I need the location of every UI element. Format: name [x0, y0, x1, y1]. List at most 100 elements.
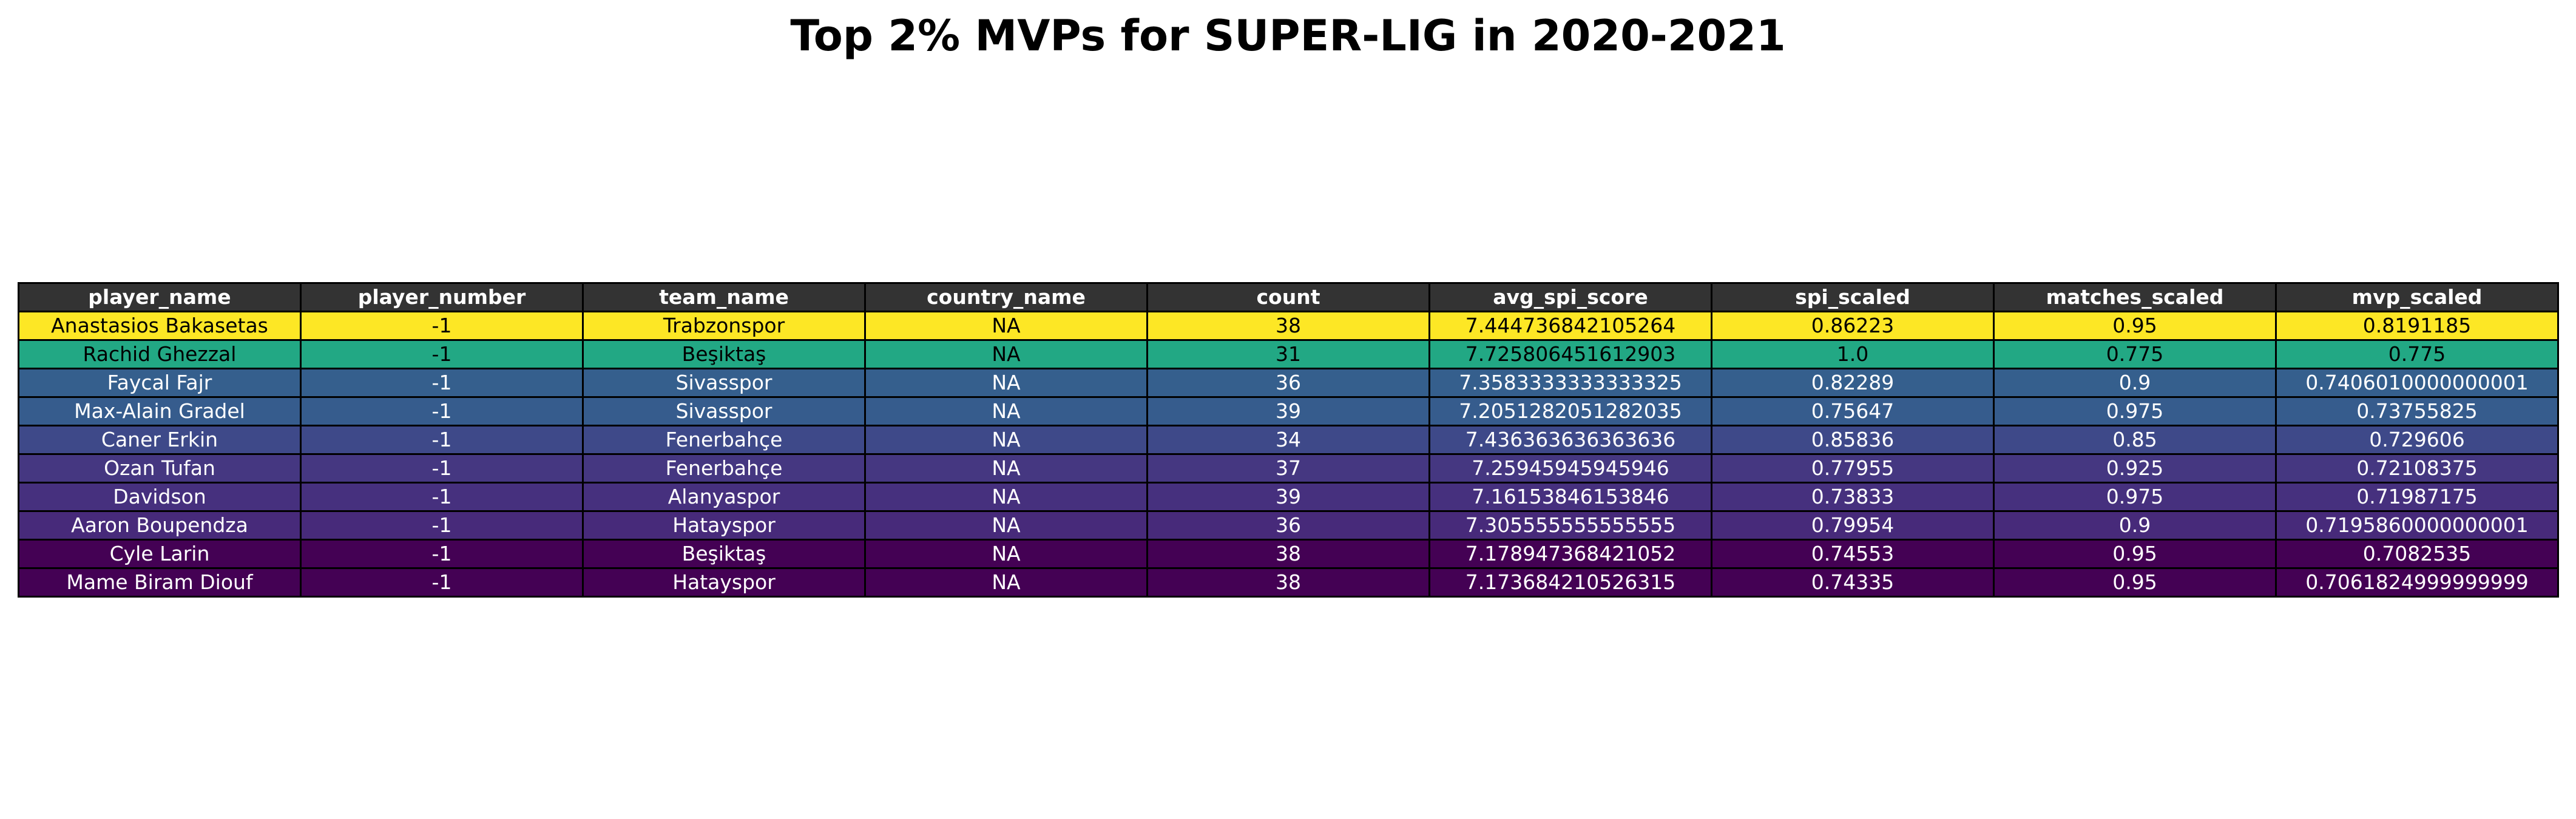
cell-avg-spi-score: 7.305555555555555 [1428, 510, 1712, 541]
cell-count: 38 [1146, 567, 1430, 598]
cell-matches-scaled: 0.9 [1993, 368, 2277, 398]
cell-mvp-scaled: 0.8191185 [2275, 311, 2559, 341]
table-row: Max-Alain Gradel -1 Sivasspor NA 39 7.2051282… [18, 396, 2559, 426]
cell-player-name: Ozan Tufan [18, 453, 302, 484]
table-row: Mame Biram Diouf -1 Hatayspor NA 38 7.1736842… [18, 567, 2559, 598]
column-header-team-name: team_name [582, 282, 866, 312]
cell-mvp-scaled: 0.7406010000000001 [2275, 368, 2559, 398]
cell-player-number: -1 [300, 425, 584, 455]
cell-avg-spi-score: 7.25945945945946 [1428, 453, 1712, 484]
table-row: Anastasios Bakasetas -1 Trabzonspor NA 38 7.4… [18, 311, 2559, 341]
cell-player-number: -1 [300, 539, 584, 569]
column-header-spi-scaled: spi_scaled [1711, 282, 1995, 312]
cell-count: 36 [1146, 510, 1430, 541]
cell-matches-scaled: 0.95 [1993, 539, 2277, 569]
cell-country-name: NA [864, 539, 1148, 569]
cell-mvp-scaled: 0.7082535 [2275, 539, 2559, 569]
cell-spi-scaled: 0.86223 [1711, 311, 1995, 341]
cell-player-number: -1 [300, 368, 584, 398]
table-row: Aaron Boupendza -1 Hatayspor NA 36 7.30555555… [18, 510, 2559, 541]
cell-player-number: -1 [300, 311, 584, 341]
cell-count: 37 [1146, 453, 1430, 484]
cell-spi-scaled: 0.74553 [1711, 539, 1995, 569]
table-row: Faycal Fajr -1 Sivasspor NA 36 7.358333333333… [18, 368, 2559, 398]
cell-country-name: NA [864, 482, 1148, 512]
cell-player-number: -1 [300, 396, 584, 426]
cell-count: 38 [1146, 311, 1430, 341]
cell-avg-spi-score: 7.2051282051282035 [1428, 396, 1712, 426]
cell-mvp-scaled: 0.7061824999999999 [2275, 567, 2559, 598]
cell-team-name: Hatayspor [582, 567, 866, 598]
cell-avg-spi-score: 7.3583333333333325 [1428, 368, 1712, 398]
cell-spi-scaled: 0.77955 [1711, 453, 1995, 484]
cell-country-name: NA [864, 453, 1148, 484]
cell-team-name: Sivasspor [582, 396, 866, 426]
cell-mvp-scaled: 0.71987175 [2275, 482, 2559, 512]
cell-count: 39 [1146, 396, 1430, 426]
cell-count: 36 [1146, 368, 1430, 398]
cell-spi-scaled: 0.75647 [1711, 396, 1995, 426]
cell-mvp-scaled: 0.7195860000000001 [2275, 510, 2559, 541]
chart-title: Top 2% MVPs for SUPER-LIG in 2020-2021 [790, 11, 1786, 61]
cell-count: 31 [1146, 339, 1430, 369]
cell-avg-spi-score: 7.16153846153846 [1428, 482, 1712, 512]
cell-team-name: Beşiktaş [582, 339, 866, 369]
mvp-table-container: player_name player_number team_name country… [18, 282, 2559, 598]
column-header-matches-scaled: matches_scaled [1993, 282, 2277, 312]
cell-spi-scaled: 1.0 [1711, 339, 1995, 369]
cell-player-name: Anastasios Bakasetas [18, 311, 302, 341]
table-row: Caner Erkin -1 Fenerbahçe NA 34 7.43636363636… [18, 425, 2559, 455]
cell-mvp-scaled: 0.775 [2275, 339, 2559, 369]
cell-avg-spi-score: 7.173684210526315 [1428, 567, 1712, 598]
column-header-mvp-scaled: mvp_scaled [2275, 282, 2559, 312]
column-header-count: count [1146, 282, 1430, 312]
column-header-avg-spi-score: avg_spi_score [1428, 282, 1712, 312]
cell-count: 34 [1146, 425, 1430, 455]
cell-avg-spi-score: 7.725806451612903 [1428, 339, 1712, 369]
cell-spi-scaled: 0.82289 [1711, 368, 1995, 398]
cell-count: 39 [1146, 482, 1430, 512]
cell-player-number: -1 [300, 339, 584, 369]
cell-team-name: Sivasspor [582, 368, 866, 398]
cell-team-name: Trabzonspor [582, 311, 866, 341]
cell-team-name: Alanyaspor [582, 482, 866, 512]
cell-team-name: Fenerbahçe [582, 425, 866, 455]
cell-country-name: NA [864, 396, 1148, 426]
cell-matches-scaled: 0.975 [1993, 396, 2277, 426]
cell-player-name: Davidson [18, 482, 302, 512]
cell-country-name: NA [864, 510, 1148, 541]
cell-player-name: Faycal Fajr [18, 368, 302, 398]
cell-mvp-scaled: 0.729606 [2275, 425, 2559, 455]
cell-avg-spi-score: 7.444736842105264 [1428, 311, 1712, 341]
table-row: Rachid Ghezzal -1 Beşiktaş NA 31 7.7258064516… [18, 339, 2559, 369]
cell-country-name: NA [864, 425, 1148, 455]
cell-player-name: Rachid Ghezzal [18, 339, 302, 369]
cell-spi-scaled: 0.74335 [1711, 567, 1995, 598]
cell-matches-scaled: 0.85 [1993, 425, 2277, 455]
cell-player-name: Aaron Boupendza [18, 510, 302, 541]
table-row: Davidson -1 Alanyaspor NA 39 7.16153846153846… [18, 482, 2559, 512]
cell-country-name: NA [864, 311, 1148, 341]
column-header-country-name: country_name [864, 282, 1148, 312]
table-row: Ozan Tufan -1 Fenerbahçe NA 37 7.259459459459… [18, 453, 2559, 484]
cell-spi-scaled: 0.79954 [1711, 510, 1995, 541]
table-body: Anastasios Bakasetas -1 Trabzonspor NA 38 7.4… [18, 311, 2559, 598]
table-row: Cyle Larin -1 Beşiktaş NA 38 7.17894736842105… [18, 539, 2559, 569]
cell-avg-spi-score: 7.436363636363636 [1428, 425, 1712, 455]
cell-player-name: Caner Erkin [18, 425, 302, 455]
cell-player-number: -1 [300, 453, 584, 484]
cell-spi-scaled: 0.73833 [1711, 482, 1995, 512]
mvp-table: player_name player_number team_name country… [18, 282, 2559, 598]
cell-matches-scaled: 0.775 [1993, 339, 2277, 369]
column-header-player-number: player_number [300, 282, 584, 312]
column-header-player-name: player_name [18, 282, 302, 312]
cell-team-name: Hatayspor [582, 510, 866, 541]
cell-team-name: Beşiktaş [582, 539, 866, 569]
cell-country-name: NA [864, 567, 1148, 598]
cell-player-name: Cyle Larin [18, 539, 302, 569]
cell-player-number: -1 [300, 482, 584, 512]
cell-player-name: Mame Biram Diouf [18, 567, 302, 598]
cell-avg-spi-score: 7.178947368421052 [1428, 539, 1712, 569]
cell-spi-scaled: 0.85836 [1711, 425, 1995, 455]
cell-matches-scaled: 0.9 [1993, 510, 2277, 541]
